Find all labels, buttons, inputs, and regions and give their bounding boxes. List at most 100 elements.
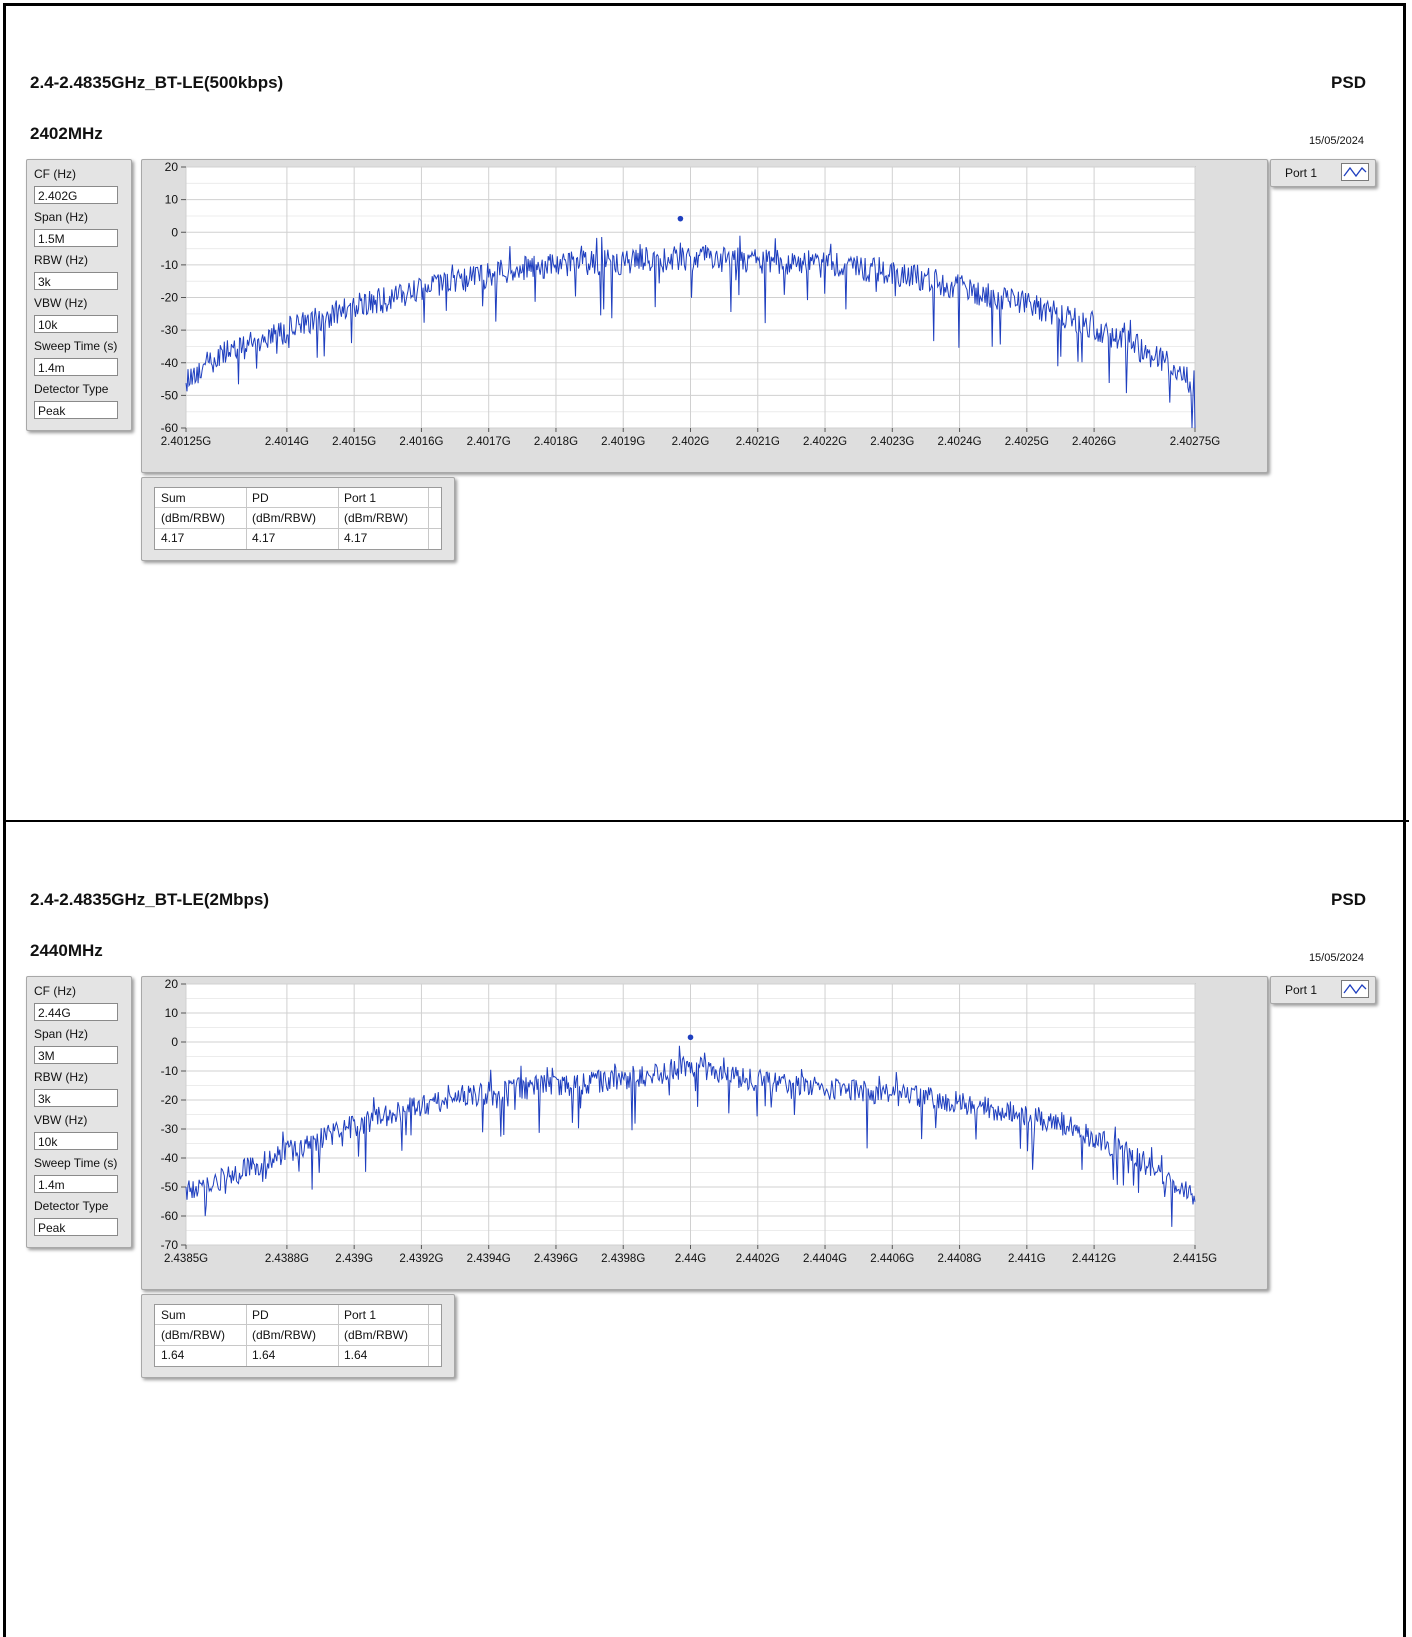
param-value-span[interactable]: 1.5M	[34, 229, 118, 247]
x-tick-label: 2.4019G	[601, 436, 645, 448]
param-label-cf: CF (Hz)	[34, 984, 76, 998]
y-tick-label: 20	[165, 977, 179, 991]
x-tick-label: 2.402G	[672, 436, 710, 448]
y-tick-label: 0	[171, 1035, 178, 1049]
y-tick-label: -50	[161, 1180, 179, 1194]
param-label-detector: Detector Type	[34, 382, 109, 396]
table-header-sum: Sum	[161, 491, 186, 505]
table-value-sum: 4.17	[161, 531, 185, 545]
param-label-sweep: Sweep Time (s)	[34, 339, 118, 353]
y-tick-label: 10	[165, 193, 179, 207]
x-tick-label: 2.4394G	[467, 1253, 511, 1265]
trace-line-icon	[1341, 980, 1369, 998]
psd-plot-panel: 20 10 0 -10 -20 -30 -40 -50 -60 -70 2.4385G 2.4388G…	[141, 976, 1268, 1290]
x-tick-label: 2.4026G	[1072, 436, 1116, 448]
parameter-panel: CF (Hz) 2.402G Span (Hz) 1.5M RBW (Hz) 3…	[26, 159, 132, 431]
table-header-pd: PD	[252, 491, 269, 505]
x-tick-label: 2.40275G	[1170, 436, 1221, 448]
table-unit-sum: (dBm/RBW)	[161, 1328, 225, 1342]
table-unit-port1: (dBm/RBW)	[344, 1328, 408, 1342]
legend-label: Port 1	[1285, 166, 1318, 180]
x-tick-label: 2.4388G	[265, 1253, 309, 1265]
table-unit-pd: (dBm/RBW)	[252, 1328, 316, 1342]
param-value-sweep[interactable]: 1.4m	[34, 358, 118, 376]
table-header-pd: PD	[252, 1308, 269, 1322]
param-value-detector[interactable]: Peak	[34, 1218, 118, 1236]
param-value-vbw[interactable]: 10k	[34, 315, 118, 333]
param-label-span: Span (Hz)	[34, 210, 89, 224]
x-tick-label: 2.4024G	[938, 436, 982, 448]
x-tick-label: 2.4385G	[164, 1253, 208, 1265]
param-value-cf[interactable]: 2.402G	[34, 186, 118, 204]
x-tick-label: 2.4398G	[601, 1253, 645, 1265]
x-tick-label: 2.4396G	[534, 1253, 578, 1265]
peak-marker	[677, 215, 684, 222]
x-tick-label: 2.441G	[1008, 1253, 1046, 1265]
psd-label: PSD	[1331, 73, 1366, 92]
x-tick-label: 2.4016G	[399, 436, 443, 448]
param-value-cf[interactable]: 2.44G	[34, 1003, 118, 1021]
table-value-port1: 1.64	[344, 1348, 368, 1362]
x-tick-label: 2.4023G	[870, 436, 914, 448]
y-tick-label: -20	[161, 291, 179, 305]
param-label-sweep: Sweep Time (s)	[34, 1156, 118, 1170]
panel-title: 2.4-2.4835GHz_BT-LE(2Mbps)	[30, 890, 270, 909]
x-tick-label: 2.4025G	[1005, 436, 1049, 448]
y-tick-label: 0	[171, 225, 178, 239]
plot-legend[interactable]: Port 1	[1270, 159, 1376, 187]
table-value-sum: 1.64	[161, 1348, 185, 1362]
y-tick-label: -40	[161, 356, 179, 370]
x-tick-label: 2.4021G	[736, 436, 780, 448]
param-value-vbw[interactable]: 10k	[34, 1132, 118, 1150]
panel-1: 2.4-2.4835GHz_BT-LE(500kbps) PSD 2402MHz…	[0, 0, 1412, 790]
series-port-1-line	[185, 1045, 1196, 1227]
y-tick-label: -40	[161, 1151, 179, 1165]
x-tick-label: 2.439G	[335, 1253, 373, 1265]
param-label-rbw: RBW (Hz)	[34, 1070, 88, 1084]
table-unit-sum: (dBm/RBW)	[161, 511, 225, 525]
x-tick-label: 2.44G	[675, 1253, 706, 1265]
table-unit-pd: (dBm/RBW)	[252, 511, 316, 525]
channel-label: 2440MHz	[30, 941, 103, 960]
table-unit-port1: (dBm/RBW)	[344, 511, 408, 525]
date-label: 15/05/2024	[1308, 952, 1364, 964]
y-tick-label: -60	[161, 1209, 179, 1223]
x-tick-label: 2.4392G	[399, 1253, 443, 1265]
panel-2: 2.4-2.4835GHz_BT-LE(2Mbps) PSD 2440MHz 1…	[0, 817, 1412, 1607]
y-tick-label: 10	[165, 1006, 179, 1020]
y-tick-label: 20	[165, 160, 179, 174]
param-value-detector[interactable]: Peak	[34, 401, 118, 419]
section-divider	[3, 820, 1409, 822]
psd-label: PSD	[1331, 890, 1366, 909]
table-header-port1: Port 1	[344, 491, 377, 505]
result-table-grid: Sum PD Port 1 (dBm/RBW) (dBm/RBW) (dBm/R…	[154, 487, 442, 550]
y-tick-label: -30	[161, 1122, 179, 1136]
param-value-sweep[interactable]: 1.4m	[34, 1175, 118, 1193]
table-value-pd: 4.17	[252, 531, 276, 545]
x-tick-label: 2.4404G	[803, 1253, 847, 1265]
x-tick-label: 2.4402G	[736, 1253, 780, 1265]
panel-title: 2.4-2.4835GHz_BT-LE(500kbps)	[30, 73, 284, 92]
table-value-pd: 1.64	[252, 1348, 276, 1362]
table-header-sum: Sum	[161, 1308, 186, 1322]
param-value-rbw[interactable]: 3k	[34, 272, 118, 290]
x-tick-label: 2.4415G	[1173, 1253, 1217, 1265]
series-port-1-line	[185, 235, 1196, 429]
table-header-port1: Port 1	[344, 1308, 377, 1322]
plot-legend[interactable]: Port 1	[1270, 976, 1376, 1004]
x-tick-label: 2.4408G	[938, 1253, 982, 1265]
psd-plot-panel: 20 10 0 -10 -20 -30 -40 -50 -60 2.40125G 2.4014G 2.…	[141, 159, 1268, 473]
result-table: Sum PD Port 1 (dBm/RBW) (dBm/RBW) (dBm/R…	[141, 1294, 455, 1378]
x-tick-label: 2.4412G	[1072, 1253, 1116, 1265]
param-value-rbw[interactable]: 3k	[34, 1089, 118, 1107]
param-value-span[interactable]: 3M	[34, 1046, 118, 1064]
x-tick-label: 2.40125G	[161, 436, 212, 448]
date-label: 15/05/2024	[1308, 135, 1364, 147]
y-tick-label: -30	[161, 323, 179, 337]
psd-chart: 20 10 0 -10 -20 -30 -40 -50 -602.40125G 2.4014G 2.…	[161, 160, 1221, 448]
y-tick-label: -50	[161, 388, 179, 402]
y-tick-label: -10	[161, 1064, 179, 1078]
result-table-grid: Sum PD Port 1 (dBm/RBW) (dBm/RBW) (dBm/R…	[154, 1304, 442, 1367]
x-tick-label: 2.4406G	[870, 1253, 914, 1265]
param-label-cf: CF (Hz)	[34, 167, 76, 181]
